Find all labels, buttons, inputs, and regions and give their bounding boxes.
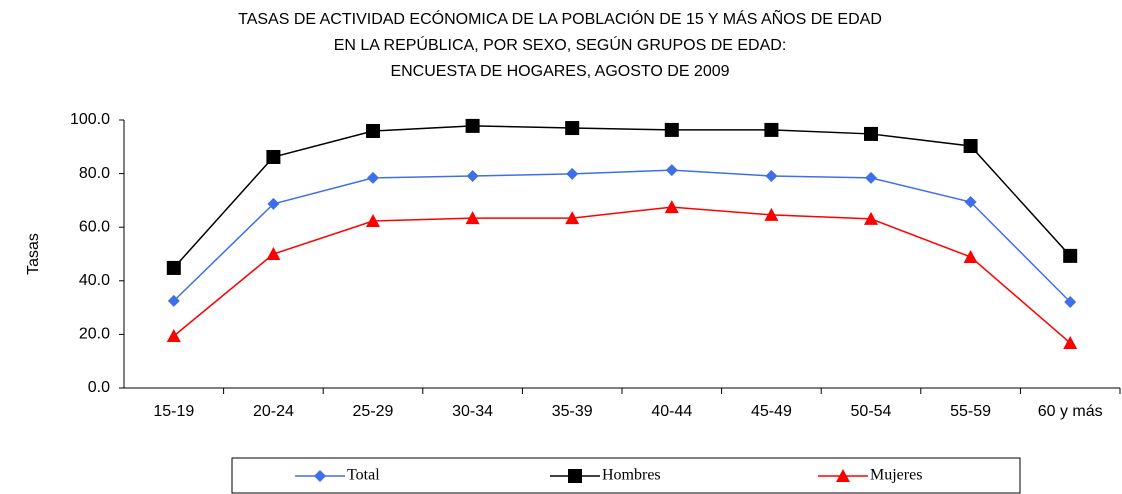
marker xyxy=(367,171,379,184)
marker xyxy=(366,123,380,138)
marker xyxy=(764,207,779,221)
marker xyxy=(366,214,380,228)
chart-title: ENCUESTA DE HOGARES, AGOSTO DE 2009 xyxy=(390,63,729,80)
series-line xyxy=(173,206,1071,344)
series-line xyxy=(173,125,1071,269)
marker xyxy=(568,469,582,483)
marker xyxy=(963,138,978,153)
marker xyxy=(266,149,281,164)
marker xyxy=(1064,295,1077,308)
marker xyxy=(465,118,480,133)
x-tick-label: 60 y más xyxy=(1038,403,1103,420)
marker xyxy=(836,469,850,482)
series-line xyxy=(173,169,1071,303)
marker xyxy=(665,164,678,177)
marker xyxy=(864,126,878,141)
legend-box xyxy=(231,457,1021,494)
chart-title: EN LA REPÚBLICA, POR SEXO, SEGÚN GRUPOS … xyxy=(334,35,787,54)
x-tick-label: 35-39 xyxy=(552,403,593,420)
marker xyxy=(963,249,978,263)
y-tick-label: 20.0 xyxy=(79,326,110,343)
legend: Total Hombres Mujeres xyxy=(295,467,922,484)
marker xyxy=(167,294,180,307)
y-tick-label: 60.0 xyxy=(79,218,110,235)
x-tick-label: 50-54 xyxy=(851,403,892,420)
marker xyxy=(664,200,679,214)
y-axis-label: Tasas xyxy=(25,233,42,275)
marker xyxy=(566,167,579,180)
marker xyxy=(314,470,326,482)
y-tick-label: 0.0 xyxy=(88,379,110,396)
x-tick-label: 20-24 xyxy=(253,403,294,420)
marker xyxy=(466,170,479,183)
x-tick-label: 45-49 xyxy=(751,403,792,420)
legend-label: Total xyxy=(347,467,380,484)
x-tick-label: 25-29 xyxy=(353,403,394,420)
marker xyxy=(565,211,580,225)
marker xyxy=(765,170,778,183)
marker xyxy=(565,121,580,136)
marker xyxy=(267,197,280,210)
legend-label: Mujeres xyxy=(870,467,922,484)
marker xyxy=(964,196,977,209)
y-tick-label: 40.0 xyxy=(79,272,110,289)
y-tick-label: 100.0 xyxy=(70,111,110,128)
marker xyxy=(864,211,878,225)
x-tick-label: 55-59 xyxy=(950,403,991,420)
x-tick-label: 40-44 xyxy=(651,403,692,420)
marker xyxy=(664,122,679,137)
x-tick-label: 30-34 xyxy=(452,403,493,420)
marker xyxy=(1063,335,1078,349)
legend-label: Hombres xyxy=(602,467,661,484)
chart-title: TASAS DE ACTIVIDAD ECÓNOMICA DE LA POBLA… xyxy=(238,8,882,28)
marker xyxy=(1063,248,1078,263)
marker xyxy=(166,260,181,275)
marker xyxy=(166,329,181,343)
y-tick-label: 80.0 xyxy=(79,165,110,182)
marker xyxy=(266,247,281,260)
x-tick-label: 15-19 xyxy=(153,403,194,420)
marker xyxy=(465,211,480,225)
marker xyxy=(764,122,779,137)
marker xyxy=(865,171,877,184)
